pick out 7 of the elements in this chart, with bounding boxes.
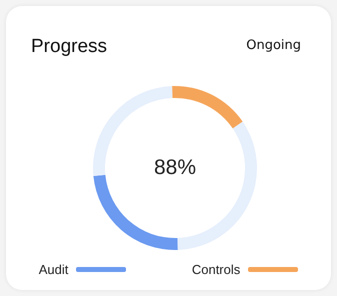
text: Ongoing	[246, 38, 301, 53]
chart-title: Progress	[31, 36, 108, 58]
legend-label: Controls	[192, 262, 240, 277]
legend-label: Audit	[38, 262, 68, 277]
donut-slice	[93, 174, 178, 250]
donut-slice	[172, 86, 243, 128]
text: 88%	[152, 155, 198, 181]
